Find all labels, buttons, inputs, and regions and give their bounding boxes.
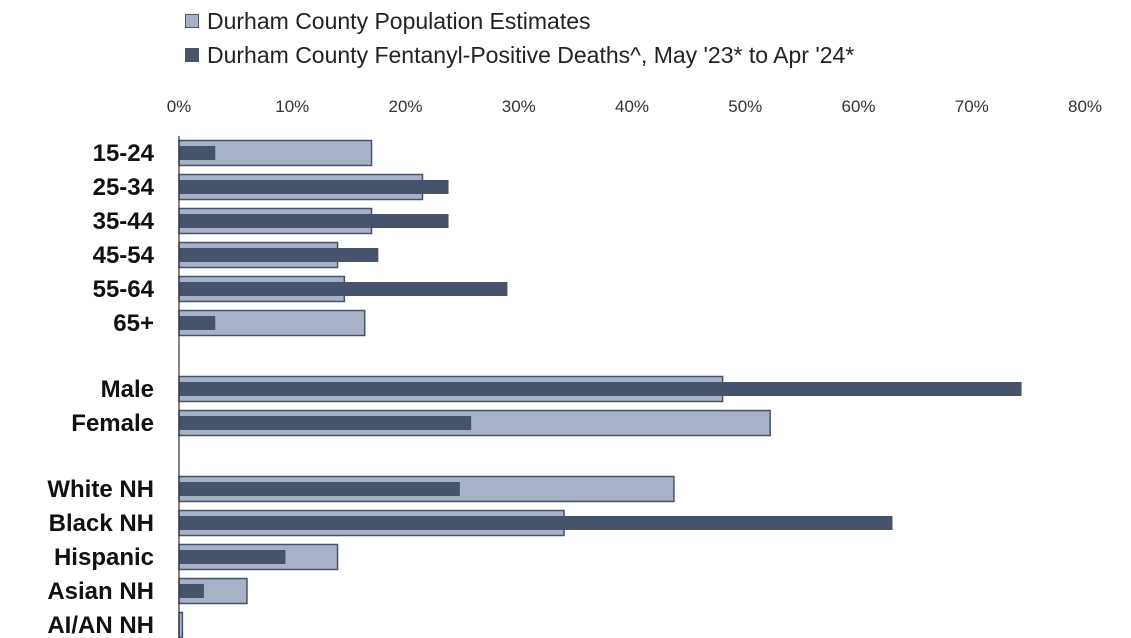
bar-deaths (179, 316, 216, 330)
bar-deaths (179, 584, 204, 598)
legend-swatch-deaths (185, 48, 199, 62)
category-label: 15-24 (93, 140, 155, 167)
bar-deaths (179, 214, 449, 228)
bar-population (178, 309, 366, 337)
legend-item-population: Durham County Population Estimates (185, 4, 854, 38)
x-tick-label: 0% (167, 97, 192, 116)
bar-deaths (179, 482, 460, 496)
chart-legend: Durham County Population Estimates Durha… (185, 4, 854, 72)
legend-item-deaths: Durham County Fentanyl-Positive Deaths^,… (185, 38, 854, 72)
bar-deaths (179, 282, 508, 296)
x-tick-label: 80% (1068, 97, 1102, 116)
bar-deaths (179, 516, 893, 530)
category-label: 25-34 (93, 174, 155, 201)
category-label: 65+ (113, 310, 154, 337)
bar-deaths (179, 550, 286, 564)
category-label: 55-64 (93, 276, 155, 303)
category-label: 45-54 (93, 242, 155, 269)
category-label: AI/AN NH (47, 612, 154, 638)
category-label: White NH (47, 476, 154, 503)
legend-swatch-population (185, 14, 199, 28)
bar-deaths (179, 146, 216, 160)
category-label: Asian NH (47, 578, 154, 605)
category-label: Female (71, 410, 154, 437)
x-tick-label: 10% (275, 97, 309, 116)
bar-deaths (179, 180, 449, 194)
x-tick-label: 20% (388, 97, 422, 116)
category-label: Hispanic (54, 544, 154, 571)
category-label: 35-44 (93, 208, 155, 235)
x-tick-label: 40% (615, 97, 649, 116)
x-tick-label: 50% (728, 97, 762, 116)
category-label: Male (101, 376, 154, 403)
bar-deaths (179, 382, 1022, 396)
legend-label-population: Durham County Population Estimates (207, 7, 591, 34)
bar-deaths (179, 248, 379, 262)
category-label: Black NH (49, 510, 154, 537)
x-tick-label: 70% (955, 97, 989, 116)
bar-deaths (179, 416, 472, 430)
legend-label-deaths: Durham County Fentanyl-Positive Deaths^,… (207, 41, 855, 68)
x-tick-label: 30% (502, 97, 536, 116)
x-tick-label: 60% (841, 97, 875, 116)
